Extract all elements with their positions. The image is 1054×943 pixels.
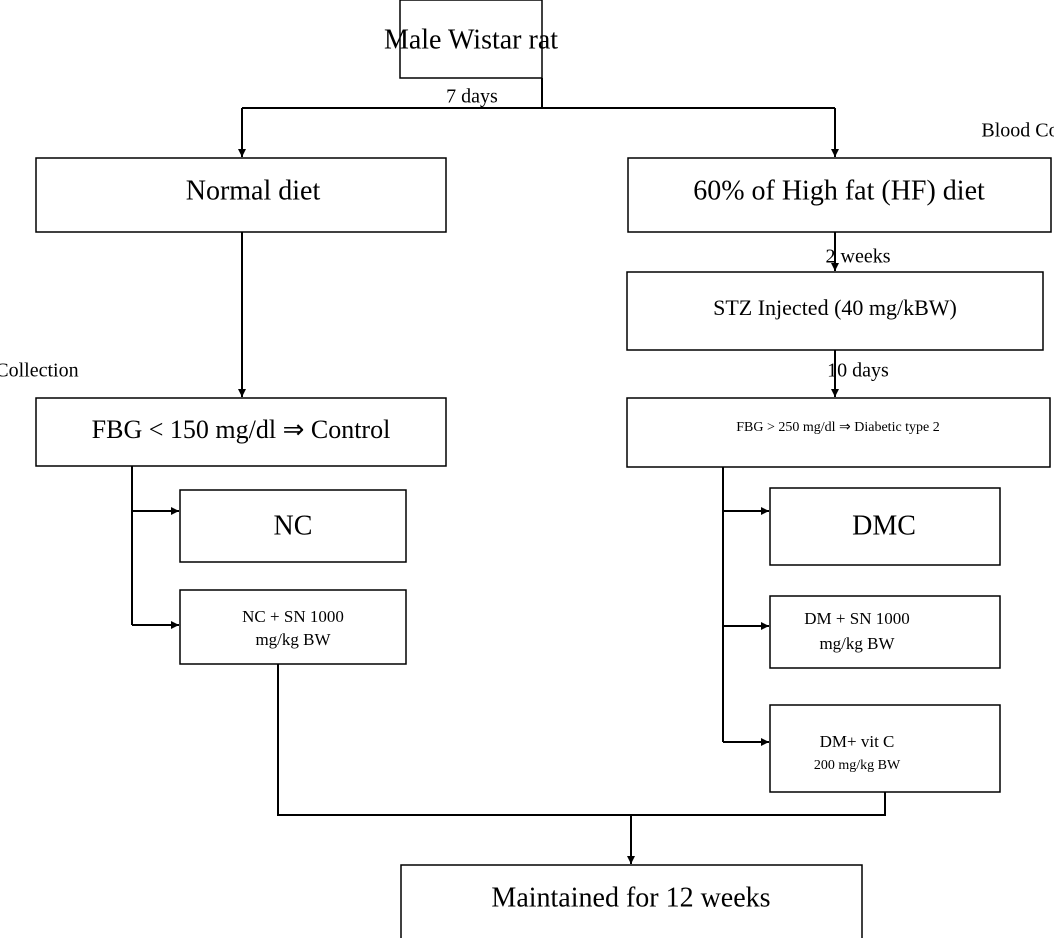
node: FBG < 150 mg/dl ⇒ Control [35,397,447,467]
node-box [769,704,1001,793]
node-box [179,589,407,665]
node-box [769,595,1001,669]
node-box [35,157,447,233]
node: STZ Injected (40 mg/kBW) [626,271,1044,351]
node: DM + SN 1000 mg/kg BW [769,595,1001,669]
node-label: Normal diet [186,175,321,206]
edge-label: Blood Collection [0,360,79,382]
node-label: FBG < 150 mg/dl ⇒ Control [92,415,391,444]
node-label: DM + SN 1000 [804,609,909,628]
connectors [131,78,886,864]
edge-label: Blood Collection [981,120,1054,142]
edge-labels: 7 days Blood Collection 2 weeks 10 days Bloo… [0,86,1054,382]
edge-label: 7 days [446,86,498,108]
node: Maintained for 12 weeks [400,864,863,943]
node-box [626,271,1044,351]
node-label: STZ Injected (40 mg/kBW) [713,295,957,320]
node: 60% of High fat (HF) diet [627,157,1052,233]
node-label: FBG > 250 mg/dl ⇒ Diabetic type 2 [736,420,940,435]
node-label: NC + SN 1000 [242,607,344,626]
node-box [179,489,407,563]
node-box [626,397,1051,468]
node: DM+ vit C 200 mg/kg BW [769,704,1001,793]
node: Normal diet [35,157,447,233]
node-box [35,397,447,467]
node-label: DM+ vit C [820,732,895,751]
node-box [769,487,1001,566]
node-box [399,0,543,79]
connector [242,78,835,109]
node-label: mg/kg BW [255,630,331,649]
node: NC + SN 1000 mg/kg BW [179,589,407,665]
node-label: Male Wistar rat [384,24,558,55]
node-label: Maintained for 12 weeks [491,882,770,913]
node-box [400,864,863,943]
nodes: Male Wistar rat Normal diet 60% of High fa… [35,0,1052,943]
edge-label: 2 weeks [826,246,891,268]
edge-label: 10 days [827,360,889,382]
node-label: 60% of High fat (HF) diet [693,175,985,206]
node-label: mg/kg BW [819,634,895,653]
node-label: 200 mg/kg BW [814,758,901,773]
node: DMC [769,487,1001,566]
connector [277,664,886,816]
node-label: NC [274,510,313,541]
node-label: DMC [852,510,916,541]
node-box [627,157,1052,233]
node: Male Wistar rat [384,0,558,79]
node: FBG > 250 mg/dl ⇒ Diabetic type 2 [626,397,1051,468]
node: NC [179,489,407,563]
